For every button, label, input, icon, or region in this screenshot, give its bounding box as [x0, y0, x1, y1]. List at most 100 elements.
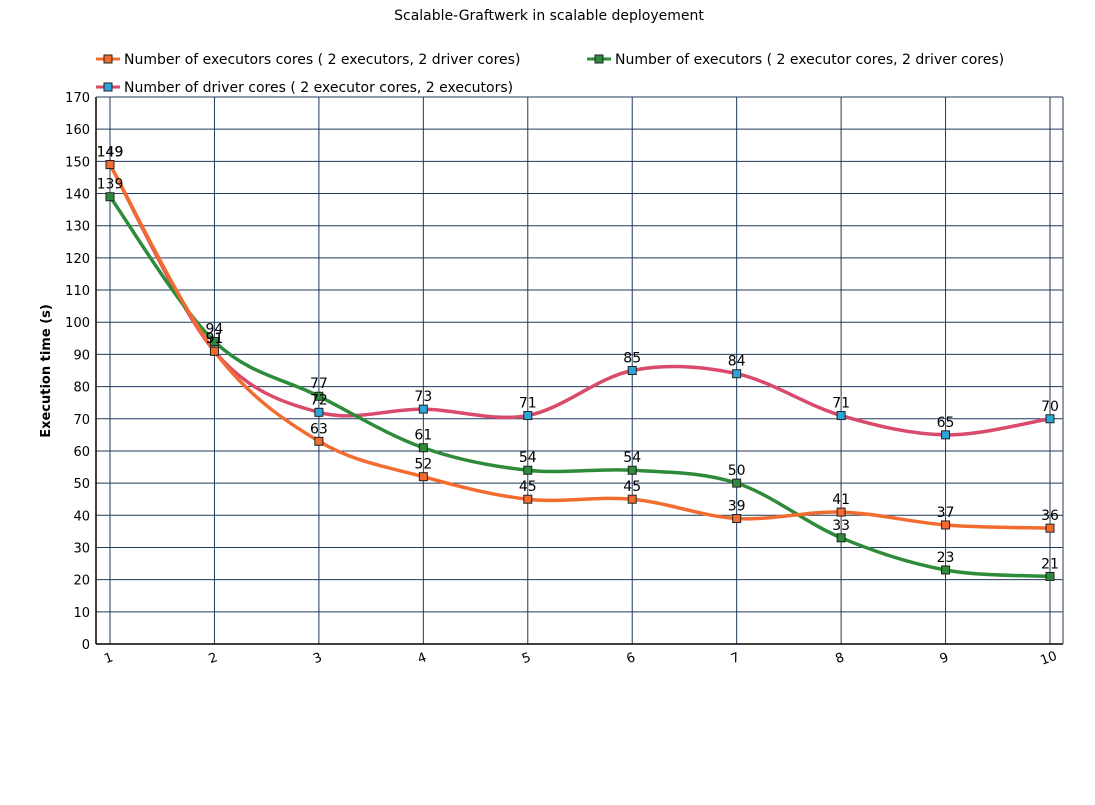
series-3-data-label: 71	[832, 396, 850, 412]
y-tick-label: 100	[65, 316, 90, 331]
series-1-point	[314, 436, 324, 446]
series-1-data-label: 91	[206, 331, 224, 347]
chart-title: Scalable-Graftwerk in scalable deployeme…	[394, 8, 704, 24]
x-tick-label: 7	[729, 650, 742, 667]
series-1-point	[1045, 523, 1055, 533]
legend: Number of executors cores ( 2 executors,…	[96, 52, 1004, 96]
series-1-point	[627, 494, 637, 504]
x-tick-label: 6	[625, 650, 638, 667]
grid	[96, 96, 1063, 645]
y-tick-label: 170	[65, 91, 90, 106]
series-3-data-label: 84	[728, 354, 746, 370]
series-2-data-label: 54	[519, 450, 537, 466]
series-2-point	[523, 465, 533, 475]
series-3-data-label: 71	[519, 396, 537, 412]
y-tick-label: 140	[65, 188, 90, 203]
y-tick-label: 150	[65, 155, 90, 170]
series-2-data-label: 61	[414, 428, 432, 444]
series-2-data-label: 23	[937, 550, 955, 566]
y-tick-label: 70	[73, 413, 90, 428]
series-3-data-label: 72	[310, 392, 328, 408]
series-3-data-label: 73	[414, 389, 432, 405]
series-2-data-label: 21	[1041, 556, 1059, 572]
series-2-point	[941, 565, 951, 575]
series-2-point	[732, 478, 742, 488]
x-tick-label: 4	[416, 650, 429, 667]
series-1-point	[941, 520, 951, 530]
series-3-point	[314, 407, 324, 417]
series-1-data-label: 52	[414, 457, 432, 473]
x-tick-label: 8	[833, 650, 846, 667]
series-2-point	[836, 533, 846, 543]
series-1-data-label: 149	[97, 145, 124, 161]
series-3-data-label: 149	[97, 145, 124, 161]
data-labels: 149 91 72 73 71 85 84 71 65 70 139 94 77 61 54 54 50 33 23…	[97, 145, 1059, 573]
x-tick-label: 9	[938, 650, 951, 667]
series-3-point	[627, 366, 637, 375]
y-tick-label: 60	[73, 445, 90, 460]
y-tick-label: 50	[73, 477, 90, 492]
x-tick-label: 2	[207, 650, 220, 667]
series-2-data-label: 54	[623, 450, 641, 466]
series-1-point	[418, 472, 428, 482]
y-tick-label: 30	[73, 541, 90, 556]
series-1-data-label: 41	[832, 492, 850, 508]
series-3-point	[418, 404, 428, 414]
series-layer	[105, 160, 1055, 581]
series-2-point	[627, 465, 637, 475]
y-tick-label: 90	[73, 348, 90, 363]
x-tick-label: 1	[102, 650, 115, 667]
legend-item-series-1: Number of executors cores ( 2 executors,…	[96, 52, 520, 68]
series-1-point	[836, 507, 846, 517]
legend-item-series-3: Number of driver cores ( 2 executor core…	[96, 80, 513, 96]
series-3-point	[836, 411, 846, 421]
series-1-data-label: 45	[623, 479, 641, 495]
series-2-data-label: 33	[832, 518, 850, 534]
series-1-data-label: 63	[310, 421, 328, 437]
legend-label-series-2: Number of executors ( 2 executor cores, …	[615, 52, 1004, 68]
y-tick-label: 40	[73, 509, 90, 524]
series-2-point	[1045, 571, 1055, 581]
legend-item-series-2: Number of executors ( 2 executor cores, …	[587, 52, 1004, 68]
series-1-data-label: 36	[1041, 508, 1059, 524]
series-1-point	[105, 160, 115, 170]
y-axis-title: Execution time (s)	[39, 304, 54, 438]
series-3-point	[941, 430, 951, 440]
series-2-point	[418, 443, 428, 453]
legend-marker-series-3	[103, 82, 113, 92]
series-2-data-label: 139	[97, 177, 124, 193]
series-2-point	[314, 391, 324, 401]
series-3-point	[523, 411, 533, 421]
series-2-point	[209, 337, 219, 347]
series-3-data-label: 91	[206, 331, 224, 347]
series-2-line	[108, 194, 1052, 579]
series-2-data-label: 50	[728, 463, 746, 479]
series-3-data-label: 85	[623, 351, 641, 367]
y-tick-label: 0	[82, 638, 90, 653]
legend-marker-series-2	[594, 54, 604, 64]
y-tick-label: 130	[65, 220, 90, 235]
legend-marker-series-1	[103, 54, 113, 64]
y-tick-label: 20	[73, 574, 90, 589]
x-tick-label: 5	[520, 650, 533, 667]
series-1-line	[108, 162, 1052, 530]
series-3-line	[108, 162, 1052, 437]
x-tick-label: 3	[311, 650, 324, 667]
series-1-point	[209, 346, 219, 356]
series-1-data-label: 45	[519, 479, 537, 495]
y-tick-label: 110	[65, 284, 90, 299]
series-1-data-label: 37	[937, 505, 955, 521]
y-tick-label: 10	[73, 606, 90, 621]
series-2-data-label: 94	[206, 322, 224, 338]
series-3-data-label: 65	[937, 415, 955, 431]
series-3-data-label: 70	[1041, 399, 1059, 415]
series-2-data-label: 77	[310, 376, 328, 392]
series-3-point	[732, 369, 742, 379]
series-1-point	[732, 514, 742, 524]
series-1-point	[523, 494, 533, 504]
series-3-point	[1045, 414, 1055, 424]
y-tick-label: 160	[65, 123, 90, 138]
x-tick-label: 10	[1038, 649, 1059, 669]
y-tick-label: 120	[65, 252, 90, 267]
